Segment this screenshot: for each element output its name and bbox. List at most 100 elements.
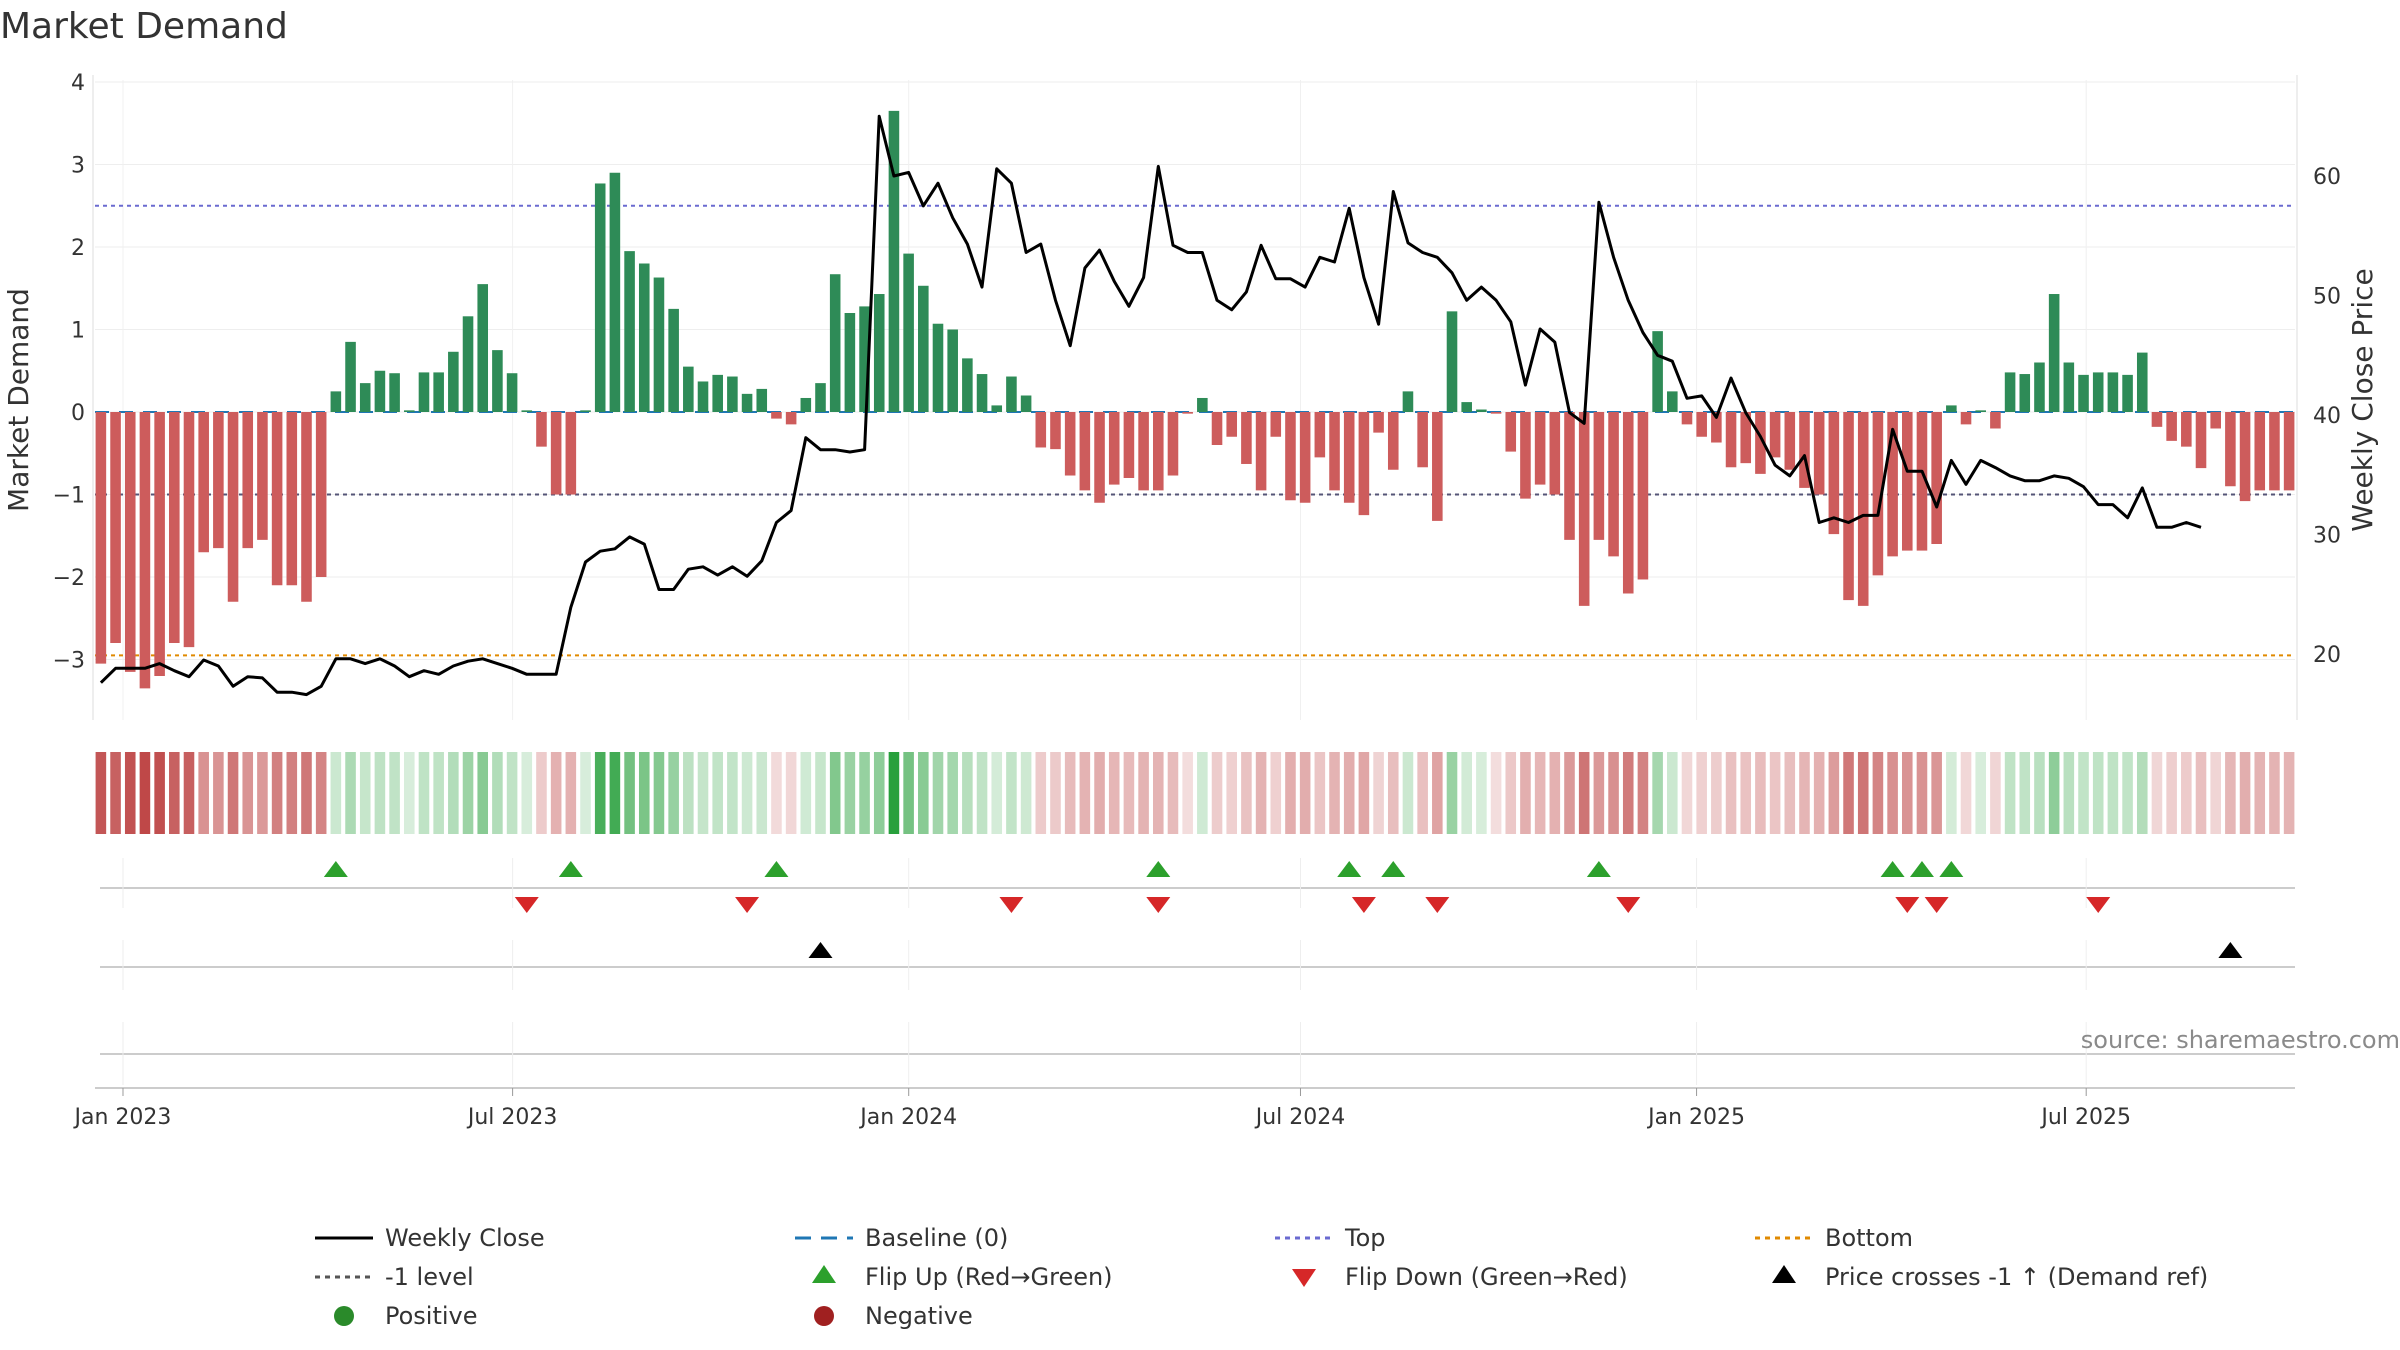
demand-bar	[668, 308, 679, 412]
heat-cell	[580, 752, 591, 834]
heat-cell	[1123, 752, 1135, 834]
heat-cell	[492, 752, 503, 834]
heat-cell	[506, 752, 518, 834]
demand-bar	[1931, 412, 1942, 544]
demand-bar	[198, 412, 209, 553]
demand-bar	[433, 372, 444, 412]
heat-cell	[1564, 752, 1575, 834]
heat-cell	[448, 752, 459, 834]
demand-heat-strip	[95, 752, 2295, 834]
heat-cell	[183, 752, 195, 834]
heat-cell	[873, 752, 885, 834]
price-cross-marker	[808, 942, 833, 958]
heat-cell	[903, 752, 914, 834]
heat-cell	[697, 752, 709, 834]
demand-bar	[536, 412, 547, 447]
demand-bar	[1667, 391, 1678, 412]
heat-cell	[169, 752, 180, 834]
demand-bar	[2283, 412, 2295, 491]
heat-cell	[1578, 752, 1590, 834]
demand-bar	[301, 412, 312, 602]
heat-cell	[374, 752, 386, 834]
heat-cell	[271, 752, 283, 834]
demand-bar	[712, 374, 723, 412]
demand-bar	[1182, 412, 1193, 414]
heat-cell	[2136, 752, 2148, 834]
demand-bar	[1960, 412, 1972, 425]
heat-cell	[668, 752, 679, 834]
heat-cell	[1182, 752, 1193, 834]
heat-cell	[1637, 752, 1649, 834]
demand-bar	[1035, 412, 1047, 448]
x-axis: Jan 2023 Jul 2023 Jan 2024 Jul 2024 Jan 2025…	[73, 1087, 2295, 1130]
legend-item: Weekly Close	[315, 1224, 545, 1252]
heat-cell	[1050, 752, 1061, 834]
heat-cell	[477, 752, 489, 834]
heat-cell	[1285, 752, 1296, 834]
heat-cell	[1711, 752, 1722, 834]
y-tick-label: −1	[53, 484, 85, 509]
demand-bar	[1020, 395, 1032, 412]
demand-bar	[947, 329, 958, 412]
demand-bar	[154, 412, 165, 676]
x-tick-label: Jul 2024	[1254, 1105, 1346, 1130]
demand-bar	[1799, 412, 1810, 488]
heat-cell	[1931, 752, 1942, 834]
y-tick-label: 2	[71, 236, 85, 261]
price-cross-marker	[2218, 942, 2243, 958]
heat-cell	[1696, 752, 1707, 834]
flip-up-marker	[1939, 861, 1964, 877]
demand-bar	[653, 277, 665, 412]
heat-cell	[1255, 752, 1267, 834]
heat-cell	[1813, 752, 1825, 834]
heat-cell	[242, 752, 254, 834]
heat-cell	[2210, 752, 2221, 834]
heat-cell	[1887, 752, 1898, 834]
heat-cell	[1960, 752, 1972, 834]
heat-cell	[2151, 752, 2163, 834]
heat-cell	[844, 752, 856, 834]
legend-item: Negative	[814, 1302, 973, 1330]
flip-down-marker	[999, 897, 1024, 913]
legend: Weekly Close Baseline (0) Top Bottom -1 leve…	[315, 1224, 2208, 1330]
flip-up-marker	[1586, 861, 1611, 877]
demand-bar	[1358, 412, 1370, 516]
flip-markers-panel	[100, 858, 2295, 913]
legend-label: Bottom	[1825, 1224, 1913, 1252]
heat-cell	[418, 752, 430, 834]
flip-down-marker	[1616, 897, 1641, 913]
y-tick-label: −2	[53, 566, 85, 591]
y-tick-label: 0	[71, 401, 85, 426]
heat-cell	[359, 752, 371, 834]
demand-bar	[139, 412, 151, 689]
demand-bar	[697, 381, 709, 412]
demand-bar	[1857, 412, 1869, 606]
legend-label: Flip Down (Green→Red)	[1345, 1263, 1628, 1291]
demand-bar	[1711, 412, 1722, 443]
heat-cell	[2254, 752, 2266, 834]
y-tick-label: 3	[71, 154, 85, 179]
y2-axis: 60 50 40 30 20	[2296, 75, 2341, 720]
demand-bar	[2107, 372, 2119, 412]
demand-bar	[609, 172, 621, 412]
heat-cell	[727, 752, 738, 834]
demand-bar	[1446, 311, 1458, 412]
heat-cell	[859, 752, 870, 834]
legend-item: Top	[1275, 1224, 1386, 1252]
y-axis: 4 3 2 1 0 −1 −2 −3	[53, 71, 94, 720]
flip-up-marker	[1880, 861, 1905, 877]
heat-cell	[1549, 752, 1561, 834]
heat-cell	[2107, 752, 2119, 834]
demand-bar	[2225, 412, 2236, 487]
demand-bar	[271, 412, 283, 586]
demand-bars	[95, 110, 2295, 689]
demand-bar	[2181, 412, 2192, 447]
heat-cell	[1916, 752, 1928, 834]
heat-cell	[110, 752, 121, 834]
demand-bar	[1887, 412, 1898, 557]
heat-cell	[2063, 752, 2075, 834]
demand-bar	[1593, 412, 1605, 540]
demand-bar	[1167, 412, 1179, 476]
demand-bar	[1064, 412, 1076, 476]
